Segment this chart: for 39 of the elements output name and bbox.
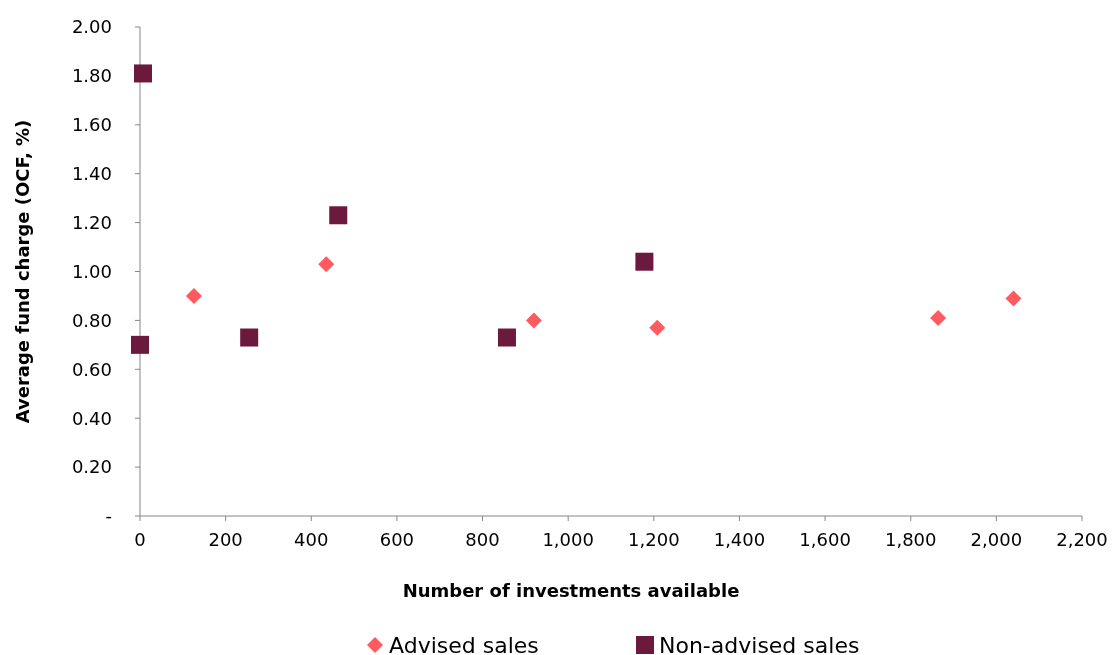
y-tick-label: 0.60	[71, 358, 112, 380]
x-tick-label: 2,200	[1056, 529, 1108, 550]
point	[649, 319, 666, 336]
legend-label: Non-advised sales	[659, 632, 860, 655]
y-tick-label: 1.40	[71, 163, 112, 184]
y-tick-label: 1.20	[71, 211, 112, 233]
x-tick-label: 800	[465, 529, 500, 550]
x-tick-label: 1,800	[884, 529, 937, 550]
point	[329, 206, 348, 225]
y-tick-label: 0.40	[71, 407, 112, 429]
x-tick-label: 1,400	[713, 529, 766, 550]
x-tick-label: 200	[208, 529, 243, 550]
x-tick-label: 1,000	[542, 529, 594, 550]
y-tick-label: 1.80	[71, 65, 112, 87]
point	[497, 328, 516, 347]
x-axis-title: Number of investments available	[402, 580, 740, 601]
x-tick-label: 1,600	[799, 529, 851, 550]
point	[525, 312, 542, 329]
x-tick-label: 0	[134, 529, 146, 550]
point	[930, 309, 947, 326]
y-tick-label: 0.20	[71, 456, 112, 478]
point	[1005, 290, 1022, 307]
point	[635, 252, 654, 271]
legend-label: Advised sales	[389, 632, 539, 655]
y-tick-label: -	[105, 505, 112, 527]
y-tick-label: 2.00	[71, 16, 112, 38]
y-tick-label: 0.80	[71, 309, 112, 331]
point	[318, 256, 335, 273]
point	[131, 335, 149, 354]
point	[240, 328, 259, 347]
x-tick-label: 400	[294, 529, 329, 550]
x-tick-label: 1,200	[628, 529, 680, 550]
x-tick-label: 2,000	[970, 529, 1023, 550]
y-tick-label: 1.00	[71, 260, 112, 282]
y-tick-label: 1.60	[71, 114, 112, 136]
point	[185, 287, 202, 304]
x-tick-label: 600	[379, 529, 415, 550]
point	[134, 64, 152, 83]
y-axis-title: Average fund charge (OCF, %)	[12, 119, 33, 424]
